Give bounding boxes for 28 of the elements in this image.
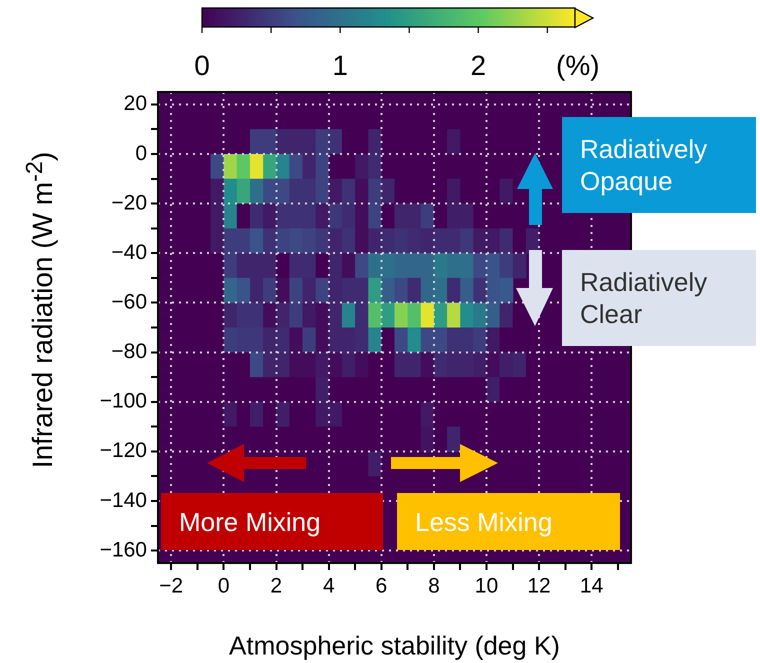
x-tick-label: 8 bbox=[428, 574, 440, 598]
y-tick-label: −80 bbox=[111, 340, 147, 364]
x-tick-label: 0 bbox=[218, 574, 230, 598]
y-tick-label: −160 bbox=[100, 538, 147, 562]
annotation: More Mixing bbox=[179, 506, 321, 538]
x-tick-label: 12 bbox=[527, 574, 551, 598]
color-bar-label: 2 bbox=[470, 50, 486, 81]
y-tick-label: −20 bbox=[111, 191, 147, 214]
annotation: Radiatively Clear bbox=[580, 266, 708, 330]
x-tick-label: −2 bbox=[159, 574, 184, 598]
annotation: Radiatively Opaque bbox=[580, 133, 708, 197]
y-tick-label: 20 bbox=[124, 92, 147, 116]
x-tick-label: 6 bbox=[376, 574, 388, 598]
y-tick-label: −60 bbox=[111, 290, 147, 314]
color-bar-label: 0 bbox=[194, 50, 210, 81]
y-tick-label: −40 bbox=[111, 240, 147, 264]
y-tick-label: −140 bbox=[100, 488, 147, 512]
x-axis-title: Atmospheric stability (deg K) bbox=[229, 630, 560, 661]
color-bar-title: (%) bbox=[556, 50, 600, 81]
color-bar-label: 1 bbox=[332, 50, 348, 81]
x-tick-label: 10 bbox=[474, 574, 498, 598]
y-tick-label: 0 bbox=[135, 142, 147, 165]
x-tick-label: 2 bbox=[270, 574, 282, 598]
x-tick-label: 4 bbox=[322, 574, 335, 598]
annotation: Less Mixing bbox=[415, 506, 552, 538]
y-tick-label: −120 bbox=[100, 439, 147, 462]
x-tick-label: 14 bbox=[580, 574, 604, 598]
y-tick-label: −100 bbox=[100, 390, 147, 413]
